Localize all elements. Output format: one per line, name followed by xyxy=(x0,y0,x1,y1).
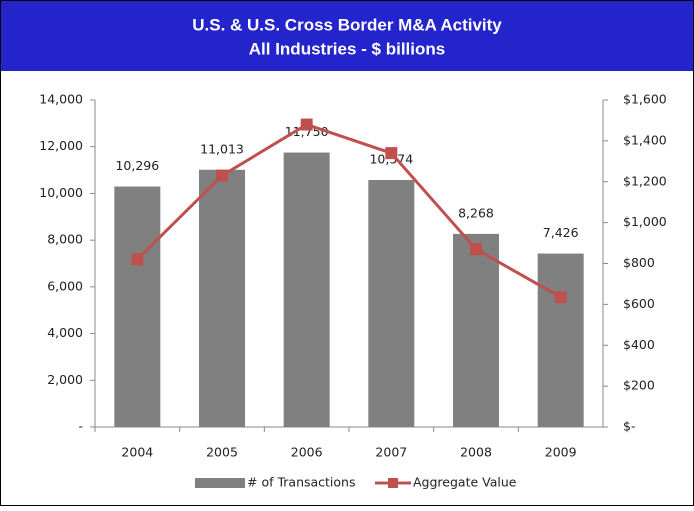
line xyxy=(136,122,562,299)
marker xyxy=(300,118,313,131)
x-tick-label: 2004 xyxy=(121,445,153,460)
bar xyxy=(368,180,415,427)
data-label: 11,013 xyxy=(200,141,244,156)
marker xyxy=(470,243,482,256)
legend-label: # of Transactions xyxy=(247,475,356,490)
data-label: 7,426 xyxy=(543,225,579,240)
y2-tick-label: $1,200 xyxy=(623,173,667,188)
marker xyxy=(385,147,398,160)
y2-tick-label: $- xyxy=(623,419,635,434)
chart-subtitle: All Industries - $ billions xyxy=(249,39,445,58)
bar xyxy=(283,152,330,427)
y-tick-label: 8,000 xyxy=(47,232,83,247)
y-tick-label: 6,000 xyxy=(47,278,83,293)
chart-title: U.S. & U.S. Cross Border M&A Activity xyxy=(192,15,502,34)
data-label: 8,268 xyxy=(458,205,494,220)
y-tick-label: 10,000 xyxy=(39,185,83,200)
y2-tick-label: $800 xyxy=(623,255,655,270)
y2-tick-label: $1,000 xyxy=(623,214,667,229)
x-tick-label: 2009 xyxy=(545,445,577,460)
x-tick-label: 2007 xyxy=(375,445,407,460)
legend-label: Aggregate Value xyxy=(413,475,517,490)
marker xyxy=(554,291,567,304)
marker xyxy=(131,253,144,266)
header xyxy=(1,1,693,71)
marker xyxy=(216,169,228,182)
y2-tick-label: $1,400 xyxy=(623,132,667,147)
x-tick-label: 2006 xyxy=(291,445,323,460)
y-tick-label: 4,000 xyxy=(47,325,83,340)
bar xyxy=(537,253,584,427)
y2-tick-label: $200 xyxy=(623,378,655,393)
legend-marker xyxy=(388,478,398,488)
bar xyxy=(453,233,499,427)
y-tick-label: - xyxy=(78,419,83,434)
data-label: 10,296 xyxy=(115,158,159,173)
y2-tick-label: $1,600 xyxy=(623,92,667,107)
y-tick-label: 12,000 xyxy=(39,138,83,153)
bar xyxy=(199,169,245,427)
y-tick-label: 2,000 xyxy=(47,372,83,387)
x-tick-label: 2005 xyxy=(206,445,238,460)
y2-tick-label: $600 xyxy=(623,296,655,311)
bar xyxy=(114,186,161,427)
legend-swatch xyxy=(195,478,245,488)
x-tick-label: 2008 xyxy=(460,445,492,460)
y2-tick-label: $400 xyxy=(623,337,655,352)
y-tick-label: 14,000 xyxy=(39,92,83,107)
